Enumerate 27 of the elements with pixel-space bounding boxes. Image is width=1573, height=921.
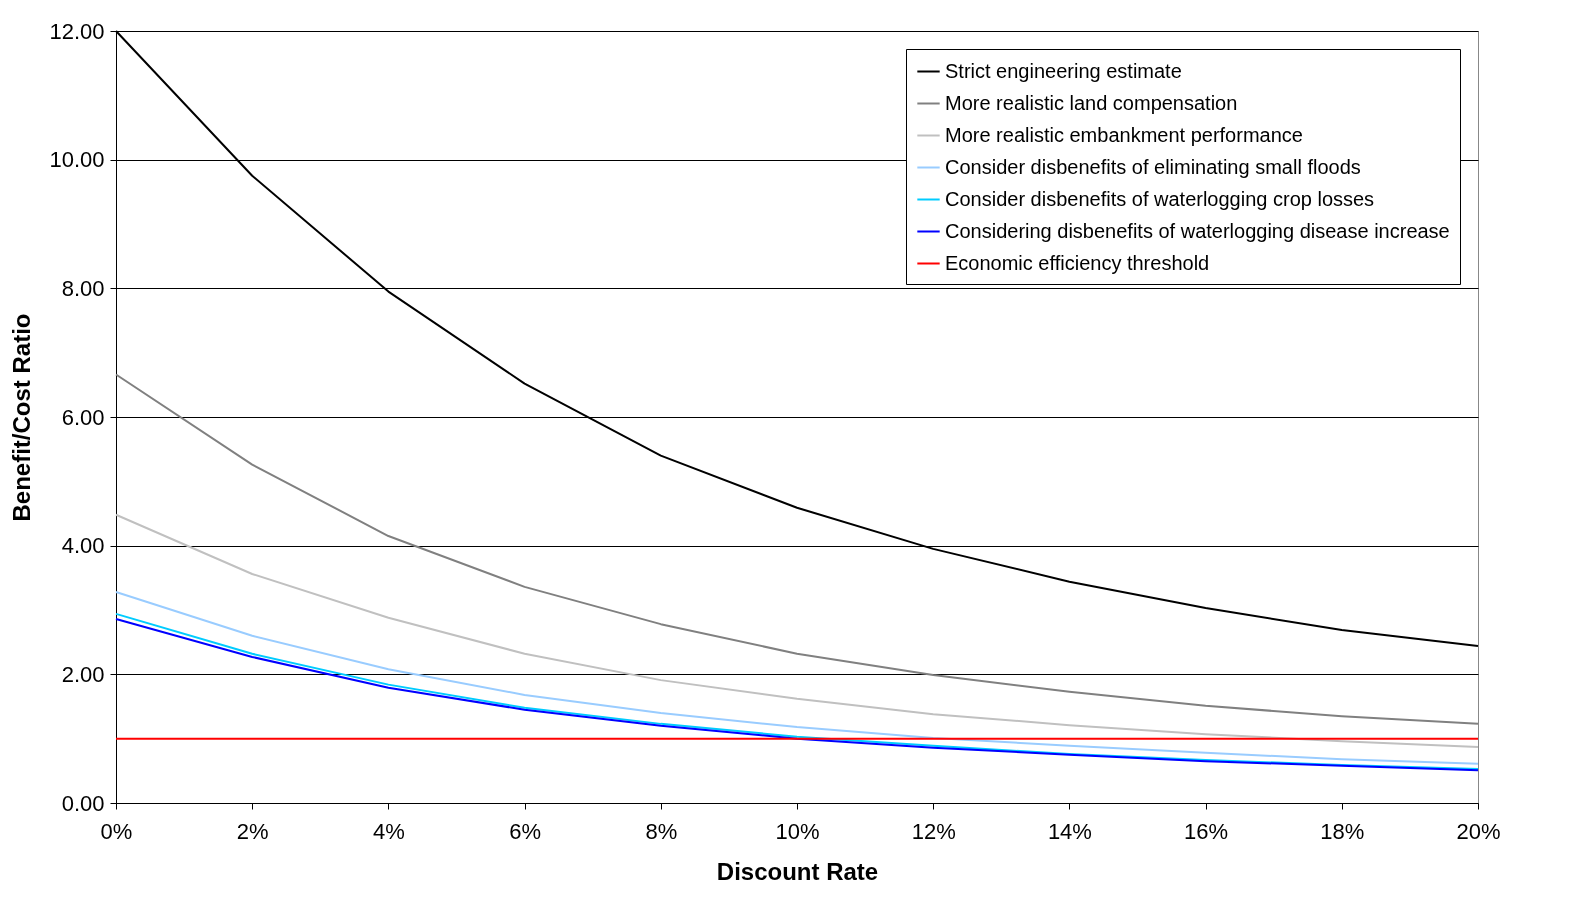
legend-label: More realistic land compensation xyxy=(945,91,1238,114)
x-tick-label: 4% xyxy=(373,818,405,844)
x-tick-label: 8% xyxy=(645,818,678,844)
legend-label: Considering disbenefits of waterlogging disease increase xyxy=(945,219,1450,242)
legend-label: Economic efficiency threshold xyxy=(945,251,1210,274)
x-tick-label: 14% xyxy=(1047,818,1092,844)
x-tick-label: 10% xyxy=(775,818,820,844)
legend-label: Strict engineering estimate xyxy=(945,59,1182,82)
y-tick-label: 12.00 xyxy=(49,18,105,44)
y-tick-label: 4.00 xyxy=(61,533,105,559)
y-tick-label: 0.00 xyxy=(61,790,105,816)
y-tick-label: 6.00 xyxy=(61,404,105,430)
x-tick-label: 12% xyxy=(911,818,956,844)
x-tick-label: 16% xyxy=(1184,818,1229,844)
x-tick-label: 0% xyxy=(100,818,133,844)
x-tick-label: 6% xyxy=(509,818,541,844)
y-tick-label: 10.00 xyxy=(49,147,105,173)
x-tick-label: 20% xyxy=(1456,818,1501,844)
y-axis-title: Benefit/Cost Ratio xyxy=(8,313,36,522)
legend-label: Consider disbenefits of eliminating small floods xyxy=(945,155,1361,178)
legend-label: Consider disbenefits of waterlogging crop losses xyxy=(945,187,1375,210)
x-axis-title: Discount Rate xyxy=(716,857,879,885)
x-tick-label: 18% xyxy=(1320,818,1365,844)
y-tick-label: 2.00 xyxy=(61,661,105,687)
x-tick-label: 2% xyxy=(236,818,269,844)
y-tick-label: 8.00 xyxy=(61,275,105,301)
legend-label: More realistic embankment performance xyxy=(945,123,1303,146)
